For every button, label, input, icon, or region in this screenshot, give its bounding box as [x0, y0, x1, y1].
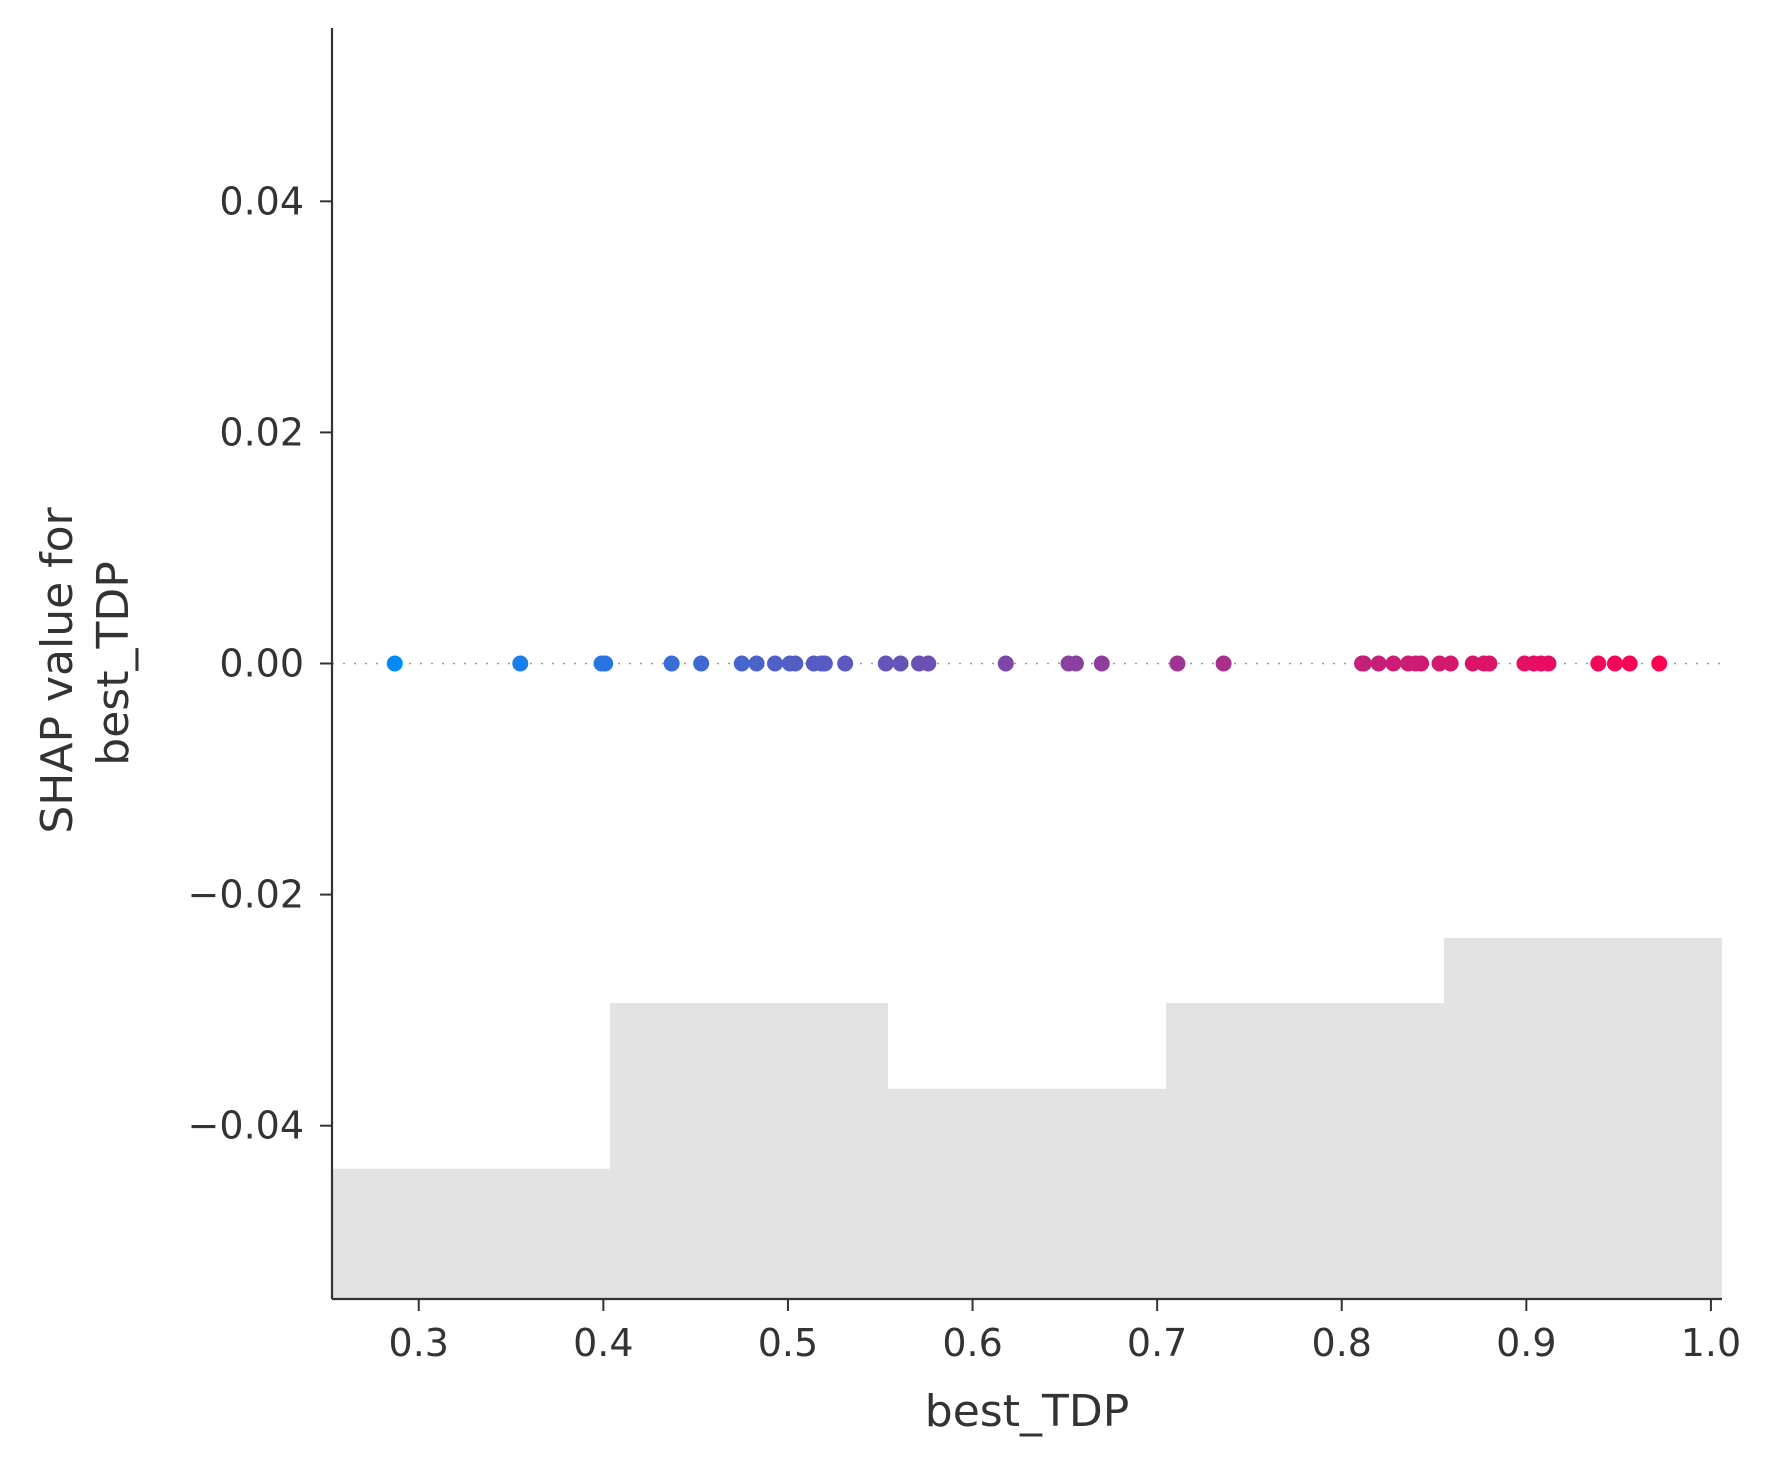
- x-tick-label: 0.6: [942, 1321, 1002, 1365]
- data-point: [1464, 655, 1481, 672]
- data-point: [1540, 655, 1557, 672]
- data-point: [597, 655, 614, 672]
- x-tick-label: 0.9: [1496, 1321, 1556, 1365]
- data-point: [1169, 655, 1186, 672]
- histogram-bar: [332, 1168, 610, 1299]
- y-tick-label: 0.04: [219, 179, 304, 223]
- data-point: [1606, 655, 1623, 672]
- y-axis-label-line-2: best_TDP: [88, 561, 139, 765]
- data-point: [1355, 655, 1372, 672]
- data-point: [1621, 655, 1638, 672]
- data-point: [787, 655, 804, 672]
- x-axis-ticks: 0.3 0.4 0.5 0.6 0.7 0.8 0.9 1.0: [389, 1299, 1741, 1365]
- y-axis-label: SHAP value for best_TDP: [32, 493, 139, 833]
- data-point: [837, 655, 854, 672]
- data-point: [1442, 655, 1459, 672]
- histogram-bar: [1444, 937, 1722, 1299]
- x-tick-label: 0.4: [573, 1321, 633, 1365]
- data-point: [1590, 655, 1607, 672]
- histogram-bar: [888, 1088, 1166, 1299]
- histogram-bar: [610, 1003, 888, 1299]
- y-axis-label-line-1: SHAP value for: [32, 506, 83, 833]
- data-point: [1651, 655, 1668, 672]
- data-point: [816, 655, 833, 672]
- data-point: [693, 655, 710, 672]
- data-point: [1413, 655, 1430, 672]
- x-axis-label: best_TDP: [925, 1386, 1129, 1437]
- x-tick-label: 0.8: [1312, 1321, 1372, 1365]
- y-tick-label: 0.02: [219, 410, 304, 454]
- y-axis-ticks: −0.04 −0.02 0.00 0.02 0.04: [188, 179, 332, 1148]
- data-point: [877, 655, 894, 672]
- y-tick-label: −0.04: [188, 1104, 304, 1148]
- data-point: [997, 655, 1014, 672]
- data-point: [1067, 655, 1084, 672]
- data-point: [892, 655, 909, 672]
- data-point: [663, 655, 680, 672]
- data-point: [386, 655, 403, 672]
- data-point: [1093, 655, 1110, 672]
- histogram-bar: [1166, 1003, 1444, 1299]
- y-tick-label: 0.00: [219, 642, 304, 686]
- y-tick-label: −0.02: [188, 873, 304, 917]
- x-tick-label: 0.7: [1127, 1321, 1187, 1365]
- data-point: [1481, 655, 1498, 672]
- x-tick-label: 1.0: [1681, 1321, 1741, 1365]
- x-tick-label: 0.3: [389, 1321, 449, 1365]
- data-point: [1385, 655, 1402, 672]
- data-point: [767, 655, 784, 672]
- data-point: [1215, 655, 1232, 672]
- data-point: [1431, 655, 1448, 672]
- points-layer: [386, 655, 1668, 672]
- histogram-layer: [332, 937, 1722, 1299]
- data-point: [733, 655, 750, 672]
- x-tick-label: 0.5: [758, 1321, 818, 1365]
- data-point: [748, 655, 765, 672]
- data-point: [512, 655, 529, 672]
- data-point: [920, 655, 937, 672]
- data-point: [1370, 655, 1387, 672]
